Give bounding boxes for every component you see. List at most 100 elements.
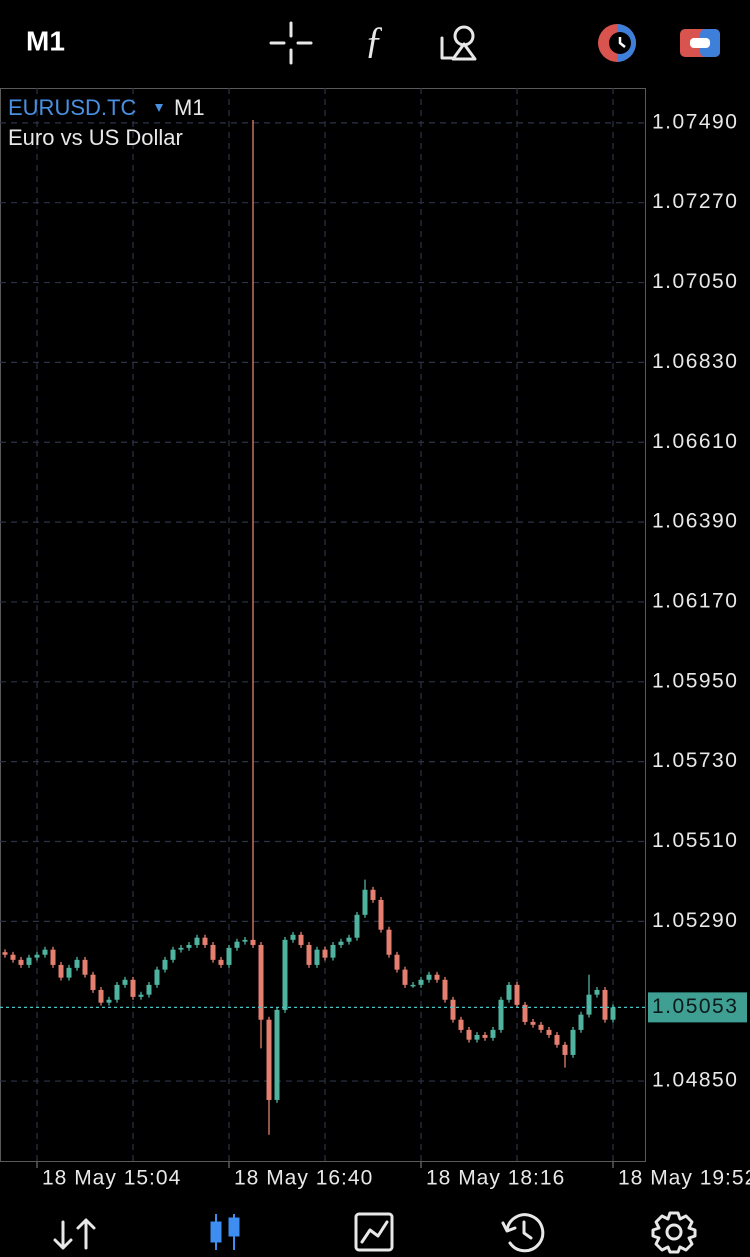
y-tick-label: 1.05730 bbox=[652, 749, 738, 772]
symbol-dropdown-arrow[interactable] bbox=[155, 104, 163, 112]
y-tick-label: 1.05510 bbox=[652, 829, 738, 852]
candle-body bbox=[10, 954, 16, 960]
candle-body bbox=[250, 939, 256, 945]
candle-body bbox=[202, 937, 208, 945]
crosshair-button[interactable] bbox=[269, 21, 313, 65]
indicators-button[interactable]: ƒ bbox=[365, 20, 384, 62]
trade-tab[interactable] bbox=[354, 1212, 394, 1252]
candle-body bbox=[538, 1024, 544, 1030]
x-tick-label: 18 May 18:16 bbox=[426, 1167, 565, 1190]
candle-body bbox=[130, 979, 136, 997]
one-click-trading-button[interactable] bbox=[680, 29, 720, 57]
candle-body bbox=[610, 1007, 616, 1020]
history-tab[interactable] bbox=[501, 1213, 545, 1253]
candle-body bbox=[354, 914, 360, 938]
candle-body bbox=[346, 937, 352, 942]
candle-body bbox=[370, 889, 376, 900]
candle-body bbox=[186, 944, 192, 948]
y-tick-label: 1.06390 bbox=[652, 510, 738, 533]
candle-body bbox=[530, 1021, 536, 1025]
candle-body bbox=[82, 959, 88, 975]
candle-body bbox=[338, 941, 344, 945]
quotes-tab[interactable] bbox=[53, 1218, 96, 1250]
candle-body bbox=[602, 989, 608, 1020]
candle-body bbox=[378, 899, 384, 930]
candle-body bbox=[290, 934, 296, 940]
y-tick-label: 1.06610 bbox=[652, 430, 738, 453]
current-price-box bbox=[648, 992, 747, 1023]
candle-body bbox=[546, 1029, 552, 1035]
x-tick-label: 18 May 15:04 bbox=[42, 1167, 181, 1190]
candle-body bbox=[210, 944, 216, 960]
candle-body bbox=[466, 1029, 472, 1040]
candle-body bbox=[98, 989, 104, 1003]
x-tick-label: 18 May 16:40 bbox=[234, 1167, 373, 1190]
candle-body bbox=[522, 1004, 528, 1022]
candle-body bbox=[154, 969, 160, 985]
symbol-name[interactable]: EURUSD.TC bbox=[8, 95, 136, 120]
chart-frame bbox=[0, 88, 646, 1162]
timeframe-button[interactable]: M1 bbox=[26, 25, 65, 56]
y-tick-label: 1.04850 bbox=[652, 1069, 738, 1092]
candle-body bbox=[66, 967, 72, 978]
y-tick-label: 1.07270 bbox=[652, 190, 738, 213]
candle-body bbox=[74, 959, 80, 968]
candle-body bbox=[170, 949, 176, 960]
current-price-label: 1.05053 bbox=[652, 995, 738, 1018]
candle-body bbox=[42, 949, 48, 955]
candle-body bbox=[402, 969, 408, 985]
candle-body bbox=[234, 941, 240, 948]
candle-body bbox=[106, 999, 112, 1003]
candle-body bbox=[386, 929, 392, 955]
chart-tab[interactable] bbox=[210, 1214, 240, 1250]
candle-body bbox=[426, 974, 432, 980]
candle-body bbox=[50, 949, 56, 965]
candle-body bbox=[506, 984, 512, 1000]
candle-body bbox=[194, 937, 200, 945]
candle-body bbox=[314, 949, 320, 965]
candle-body bbox=[258, 944, 264, 1020]
candle-body bbox=[34, 954, 40, 958]
candle-body bbox=[122, 979, 128, 985]
candle-body bbox=[498, 999, 504, 1030]
candle-body bbox=[322, 949, 328, 958]
y-tick-label: 1.06170 bbox=[652, 589, 738, 612]
candle-body bbox=[58, 964, 64, 978]
candle-body bbox=[570, 1029, 576, 1055]
candle-body bbox=[26, 957, 32, 965]
candle-body bbox=[114, 984, 120, 1000]
candle-body bbox=[218, 959, 224, 965]
settings-tab[interactable] bbox=[651, 1211, 697, 1254]
candle-body bbox=[578, 1014, 584, 1030]
candle-body bbox=[266, 1019, 272, 1100]
candle-body bbox=[274, 1009, 280, 1100]
candle-body bbox=[90, 974, 96, 990]
candle-body bbox=[434, 974, 440, 980]
plot-area: 1.07490 1.07270 1.07050 1.06830 1.06610 1.063… bbox=[0, 88, 750, 1190]
candle-body bbox=[362, 889, 368, 915]
candle-body bbox=[162, 959, 168, 970]
trade-clock-button[interactable] bbox=[598, 24, 636, 62]
candle-body bbox=[586, 994, 592, 1015]
candle-body bbox=[178, 947, 184, 950]
candle-body bbox=[418, 979, 424, 985]
candle-body bbox=[458, 1019, 464, 1030]
y-tick-label: 1.05290 bbox=[652, 909, 738, 932]
x-tick-label: 18 May 19:52 bbox=[618, 1167, 750, 1190]
candle-body bbox=[146, 984, 152, 995]
candle-body bbox=[594, 989, 600, 995]
candle-body bbox=[226, 947, 232, 965]
objects-button[interactable] bbox=[440, 25, 477, 61]
candle-body bbox=[242, 939, 248, 942]
candle-body bbox=[514, 984, 520, 1005]
y-tick-label: 1.06830 bbox=[652, 350, 738, 373]
candle-body bbox=[562, 1044, 568, 1055]
candle-body bbox=[138, 994, 144, 997]
candle-body bbox=[18, 959, 24, 965]
candle-body bbox=[306, 944, 312, 965]
candle-body bbox=[474, 1034, 480, 1040]
y-tick-label: 1.07490 bbox=[652, 110, 738, 133]
symbol-description: Euro vs US Dollar bbox=[8, 125, 183, 150]
